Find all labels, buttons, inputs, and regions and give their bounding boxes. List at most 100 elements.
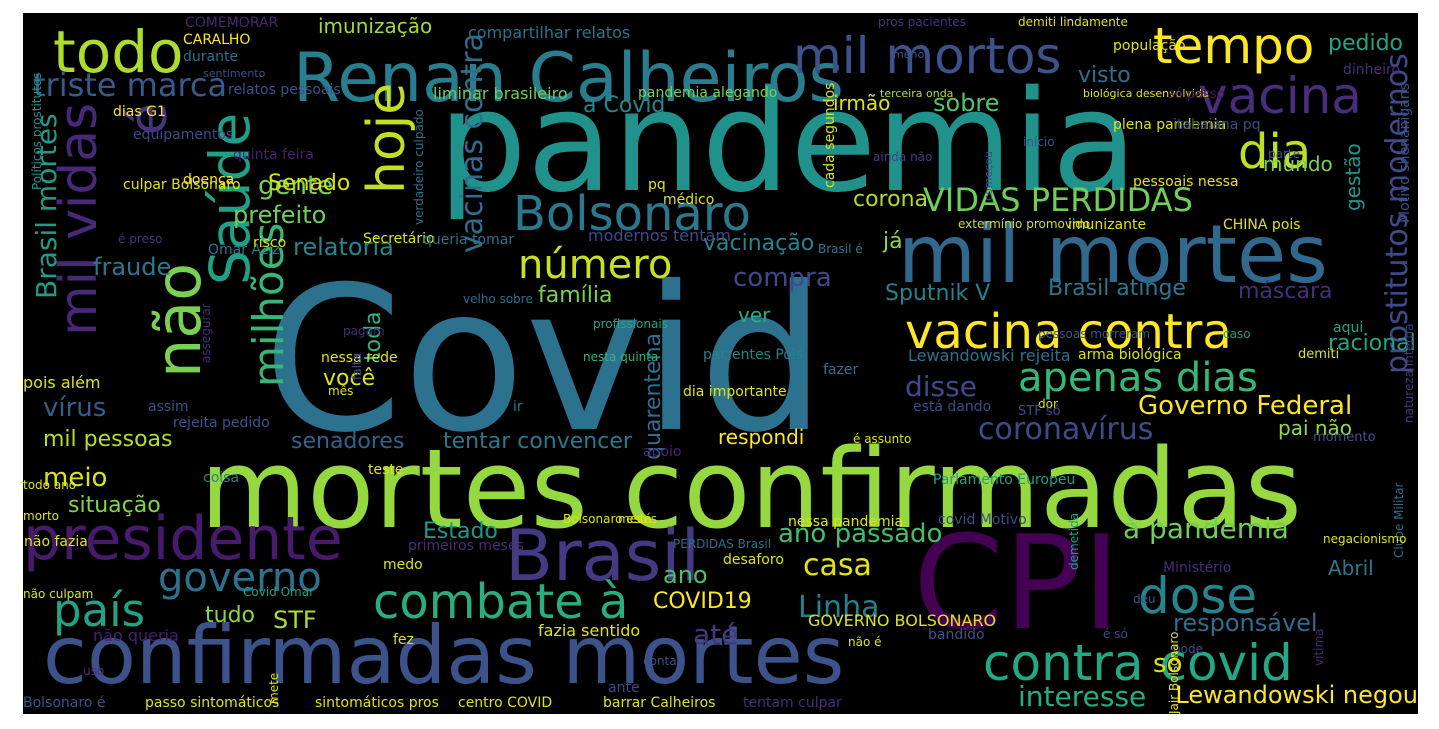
cloud-word: vacina contra [905,304,1232,360]
cloud-word: combate à [373,574,629,630]
cloud-word: assim [148,399,189,415]
cloud-word: Lewandowski rejeita [908,346,1071,365]
cloud-word: Bolsonaro é [23,695,106,711]
cloud-word: mês [328,384,354,398]
cloud-word: queria tomar [423,232,515,248]
cloud-word: ante [608,680,640,696]
cloud-word: uso [83,664,105,678]
cloud-word: mil pessoas [43,427,173,452]
cloud-word: confirmadas mortes [43,609,845,702]
cloud-word: número [518,242,673,288]
cloud-word: cada segundos [822,82,838,189]
cloud-word: país [53,584,146,637]
cloud-word: nessa rede [321,350,398,366]
cloud-word: senadores [291,429,405,454]
cloud-word: população [1113,38,1186,54]
cloud-word: negacionismo [1323,532,1407,546]
cloud-word: velho sobre [463,292,533,306]
cloud-word: dor [1038,397,1058,411]
cloud-word: pacientes Pois [703,347,804,363]
cloud-word: Políticos prostitutos [30,72,44,191]
cloud-word: sintomáticos pros [315,695,439,711]
cloud-word: Estado [423,519,498,544]
cloud-word: pai não [1278,416,1353,440]
cloud-word: imunização [318,14,433,38]
cloud-word: equipamentos [133,127,234,143]
cloud-word: não culpam [23,587,94,601]
cloud-word: contra covid [983,634,1293,692]
cloud-word: pandemia alegando [638,85,778,101]
cloud-word: Jair Bolsonaro [1167,631,1181,714]
cloud-word: corona [853,187,929,212]
cloud-word: mundo [1263,152,1333,176]
cloud-word: gente [258,171,334,201]
cloud-word: pandemia [438,61,1138,224]
cloud-word: durante [183,49,239,65]
cloud-word: ir [513,399,523,415]
cloud-word: Abril [1328,556,1374,580]
cloud-word: mortes confirmadas [200,425,1302,553]
cloud-word: tudo [205,603,255,628]
cloud-word: dias G1 [113,104,166,120]
cloud-word: situação [68,493,161,518]
cloud-word: COMEMORAR [185,15,279,31]
cloud-word: pagam [343,324,385,338]
cloud-word: culpar Bolsonaro [123,177,241,193]
cloud-word: profissionais [593,317,668,331]
cloud-word: disse [905,370,977,403]
cloud-word: verdadeiro culpado [412,108,426,225]
cloud-word: tentar convencer [443,429,632,454]
cloud-word: meio [43,463,108,493]
cloud-word: casa [803,548,872,583]
cloud-word: Bolsonaro [513,186,751,242]
cloud-word: dose [1138,567,1258,625]
cloud-word: Parlamento Europeu [933,472,1076,488]
cloud-word: desaforo [723,552,784,568]
cloud-word: STF [273,606,317,634]
cloud-word: à pandemia [1123,512,1289,545]
cloud-word: só passo [1168,87,1225,102]
cloud-word: máscara [1238,279,1333,304]
cloud-word: dia importante [683,384,787,400]
cloud-word: covid Motivo [938,512,1027,528]
cloud-word: Omar Aziz [208,242,280,258]
cloud-word: falta [350,353,364,380]
cloud-word: governo [158,555,322,601]
cloud-word: vacina [1198,67,1362,125]
cloud-word: Governo Federal [1138,391,1353,421]
cloud-word: ano [663,561,708,589]
cloud-word: Lewandowski negou [1175,681,1418,709]
cloud-word: morto [23,509,60,523]
cloud-word: você [323,366,376,391]
cloud-word: compra [733,263,832,293]
cloud-word: nessa pandemia [788,514,904,530]
cloud-word: Renan Calheiros [293,39,844,118]
cloud-word: médico [663,192,715,208]
cloud-word: Brasil [505,515,701,597]
cloud-word: teste [368,462,404,478]
cloud-word: até [693,618,739,651]
cloud-word: apoio [643,444,682,460]
cloud-word: demiti lindamente [1018,15,1128,29]
cloud-word: responsável [1173,609,1318,637]
cloud-word: não queria [93,626,179,645]
cloud-word: ainda não [873,150,933,164]
cloud-word: itabaiana pq [1173,117,1261,133]
cloud-word: coronavírus [978,412,1154,447]
cloud-word: apenas dias [1018,355,1258,401]
cloud-word: prefeito [233,201,327,229]
cloud-word: extermínio promovido [958,217,1091,231]
cloud-word: começou [982,151,995,202]
cloud-word: Secretário [363,231,435,247]
cloud-word: STF só [1018,404,1061,419]
cloud-word: triste marca [33,66,228,104]
cloud-word: compartilhar relatos [468,23,631,42]
cloud-word: fraude [93,253,172,281]
cloud-word: Motivo shenanigans [1397,82,1413,223]
cloud-word: vírus [43,393,107,423]
cloud-word: é preso [118,232,163,246]
cloud-word: VIDAS PERDIDAS [923,181,1193,219]
cloud-word: primeiros meses [408,538,524,554]
cloud-word: mil mortes [898,208,1328,301]
cloud-word: não fazia [24,534,88,550]
